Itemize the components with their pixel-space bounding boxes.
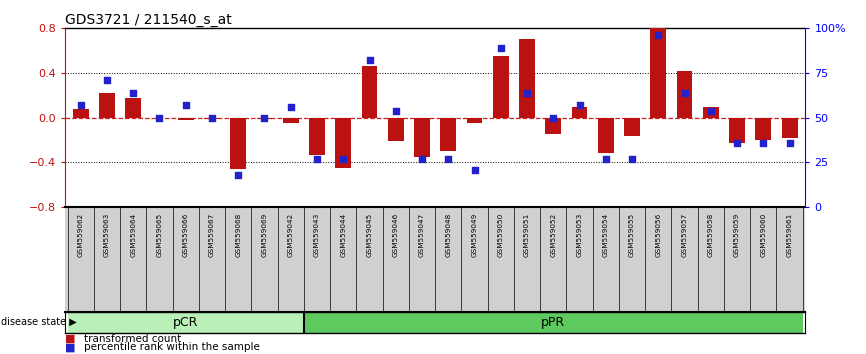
Point xyxy=(678,90,692,96)
Point xyxy=(257,115,271,120)
Text: GSM559047: GSM559047 xyxy=(419,212,425,257)
Bar xyxy=(304,312,803,333)
Text: GDS3721 / 211540_s_at: GDS3721 / 211540_s_at xyxy=(65,13,232,27)
Point xyxy=(442,156,456,162)
Bar xyxy=(230,118,246,169)
Bar xyxy=(178,118,194,120)
Text: transformed count: transformed count xyxy=(84,334,181,344)
Point xyxy=(599,156,613,162)
Point xyxy=(546,115,560,120)
Text: GSM559059: GSM559059 xyxy=(734,212,740,257)
Text: GSM559049: GSM559049 xyxy=(472,212,477,257)
Text: GSM559061: GSM559061 xyxy=(786,212,792,257)
Point xyxy=(625,156,639,162)
Text: ■: ■ xyxy=(65,342,75,352)
Point xyxy=(100,77,114,83)
Bar xyxy=(572,107,587,118)
Text: GSM559053: GSM559053 xyxy=(577,212,583,257)
Point xyxy=(336,156,350,162)
Point xyxy=(152,115,166,120)
Point xyxy=(730,140,744,145)
Text: pPR: pPR xyxy=(541,316,565,329)
Bar xyxy=(414,118,430,157)
Point xyxy=(231,172,245,178)
Bar xyxy=(256,118,273,119)
Text: percentile rank within the sample: percentile rank within the sample xyxy=(84,342,260,352)
Point xyxy=(415,156,429,162)
Text: GSM559068: GSM559068 xyxy=(236,212,242,257)
Bar xyxy=(283,118,299,123)
Bar xyxy=(598,118,614,154)
Text: GSM559056: GSM559056 xyxy=(656,212,662,257)
Bar xyxy=(467,118,482,123)
Point xyxy=(178,102,192,108)
Bar xyxy=(441,118,456,151)
Text: GSM559062: GSM559062 xyxy=(78,212,84,257)
Bar xyxy=(126,98,141,118)
Text: GSM559043: GSM559043 xyxy=(314,212,320,257)
Text: GSM559054: GSM559054 xyxy=(603,212,609,257)
Text: GSM559058: GSM559058 xyxy=(708,212,714,257)
Text: GSM559042: GSM559042 xyxy=(288,212,294,257)
Text: GSM559048: GSM559048 xyxy=(445,212,451,257)
Text: GSM559065: GSM559065 xyxy=(157,212,163,257)
Text: GSM559066: GSM559066 xyxy=(183,212,189,257)
Bar xyxy=(729,118,745,143)
Text: GSM559069: GSM559069 xyxy=(262,212,268,257)
Text: GSM559060: GSM559060 xyxy=(760,212,766,257)
Bar xyxy=(493,56,508,118)
Text: GSM559044: GSM559044 xyxy=(340,212,346,257)
Point xyxy=(704,108,718,113)
Point xyxy=(468,167,481,172)
Point xyxy=(205,115,219,120)
Bar xyxy=(99,93,115,118)
Text: GSM559057: GSM559057 xyxy=(682,212,688,257)
Bar xyxy=(309,118,325,155)
Point xyxy=(572,102,586,108)
Text: ■: ■ xyxy=(65,334,75,344)
Text: GSM559067: GSM559067 xyxy=(209,212,215,257)
Bar xyxy=(388,118,404,141)
Bar xyxy=(73,109,88,118)
Bar xyxy=(624,118,640,136)
Text: GSM559063: GSM559063 xyxy=(104,212,110,257)
Bar xyxy=(703,107,719,118)
Text: GSM559046: GSM559046 xyxy=(393,212,398,257)
Text: GSM559064: GSM559064 xyxy=(130,212,136,257)
Text: GSM559045: GSM559045 xyxy=(366,212,372,257)
Bar xyxy=(546,118,561,135)
Point xyxy=(651,33,665,38)
Text: pCR: pCR xyxy=(173,316,198,329)
Bar xyxy=(68,312,304,333)
Text: GSM559055: GSM559055 xyxy=(629,212,635,257)
Point xyxy=(756,140,770,145)
Point xyxy=(783,140,797,145)
Bar xyxy=(335,118,351,168)
Bar xyxy=(782,118,798,138)
Point xyxy=(389,108,403,113)
Bar xyxy=(676,71,693,118)
Point xyxy=(126,90,140,96)
Text: GSM559050: GSM559050 xyxy=(498,212,504,257)
Text: disease state ▶: disease state ▶ xyxy=(1,317,76,327)
Text: GSM559051: GSM559051 xyxy=(524,212,530,257)
Point xyxy=(284,104,298,110)
Bar xyxy=(204,118,220,119)
Bar xyxy=(650,28,666,118)
Point xyxy=(310,156,324,162)
Point xyxy=(520,90,534,96)
Text: GSM559052: GSM559052 xyxy=(550,212,556,257)
Point xyxy=(363,58,377,63)
Bar xyxy=(520,40,535,118)
Bar xyxy=(362,66,378,118)
Point xyxy=(74,102,87,108)
Point xyxy=(494,45,507,51)
Bar xyxy=(755,118,772,140)
